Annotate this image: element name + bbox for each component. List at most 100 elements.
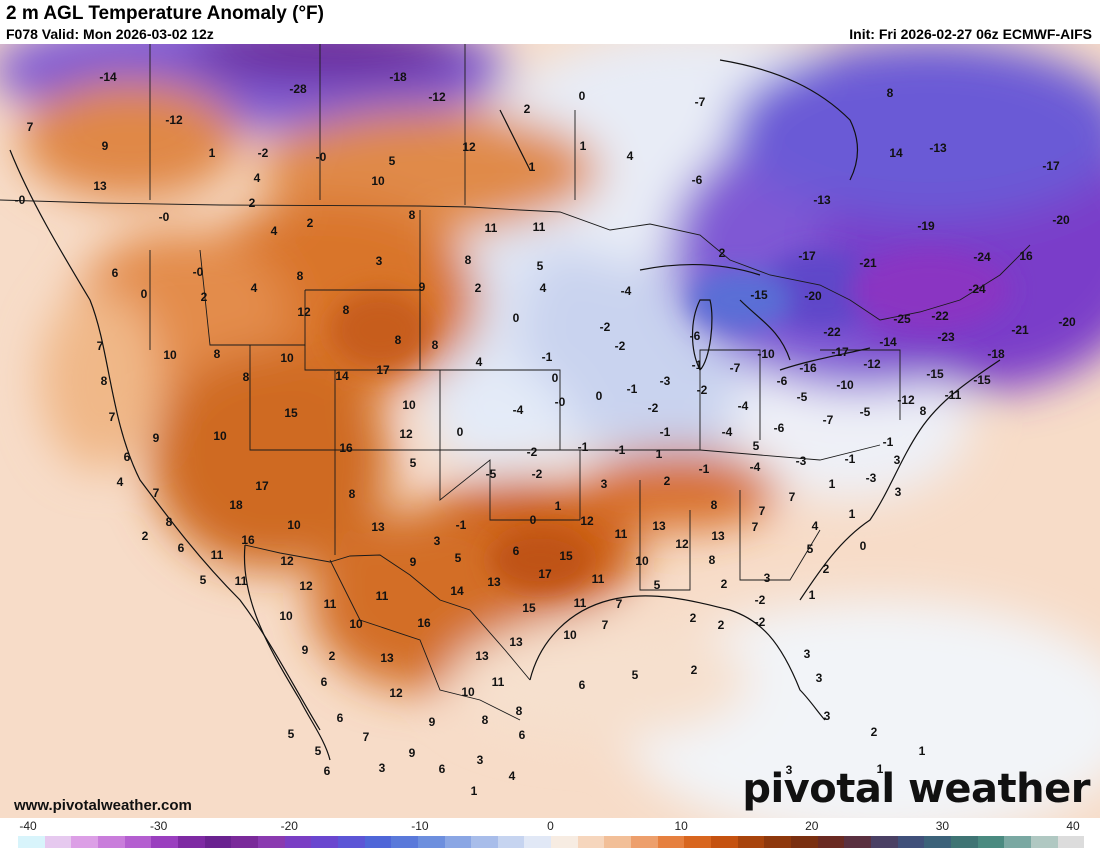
anomaly-value: 0 [457,425,464,439]
anomaly-value: 1 [919,744,926,758]
anomaly-value: -1 [627,382,638,396]
anomaly-value: 7 [752,520,759,534]
anomaly-value: 5 [455,551,462,565]
anomaly-value: -1 [845,452,856,466]
anomaly-value: 1 [849,507,856,521]
anomaly-value: 3 [894,453,901,467]
anomaly-value: 10 [635,554,649,568]
anomaly-value: 4 [812,519,819,533]
anomaly-value: 12 [580,514,594,528]
anomaly-value: 0 [552,371,559,385]
colorbar-tick-label: 10 [674,819,688,833]
anomaly-value: 2 [664,474,671,488]
anomaly-value: 8 [349,487,356,501]
colorbar-swatch [417,836,445,848]
anomaly-value: 1 [209,146,216,160]
anomaly-value: 7 [759,504,766,518]
colorbar-swatch [151,836,178,848]
anomaly-value: 8 [297,269,304,283]
colorbar-swatch [391,836,418,848]
anomaly-value: 17 [255,479,269,493]
anomaly-value: -6 [777,374,788,388]
anomaly-value: -22 [931,309,949,323]
colorbar-tick-label: -40 [19,819,37,833]
anomaly-value: -28 [289,82,307,96]
colorbar-tick-label: 0 [547,819,554,833]
anomaly-value: -14 [879,335,897,349]
valid-time: F078 Valid: Mon 2026-03-02 12z [6,26,214,42]
anomaly-value: 5 [807,542,814,556]
anomaly-value: 6 [519,728,526,742]
anomaly-value: -0 [316,150,327,164]
anomaly-value: 0 [141,287,148,301]
anomaly-value: -2 [755,615,766,629]
anomaly-value: 8 [709,553,716,567]
anomaly-value: -25 [893,312,911,326]
colorbar-swatch [257,836,285,848]
anomaly-value: 7 [602,618,609,632]
coastlines [9,59,1001,761]
website-link[interactable]: www.pivotalweather.com [14,797,192,814]
anomaly-value: 3 [764,571,771,585]
anomaly-value: 2 [721,577,728,591]
anomaly-value: 11 [574,596,587,610]
anomaly-value: 6 [324,764,331,778]
gulf-coast [529,595,826,721]
anomaly-value: 2 [329,649,336,663]
anomaly-map[interactable]: -14 -28 -18 -12 0 -7 8 7 -12 2 9 1 -2 -0 5 12 1 4 14 -13 -17… [0,44,1100,818]
anomaly-value: 6 [112,266,119,280]
colorbar-tick-label: 40 [1066,819,1080,833]
state-line-i [580,444,881,461]
anomaly-value: -0 [555,395,566,409]
anomaly-value: 14 [450,584,464,598]
state-line-b [199,249,306,346]
anomaly-value: 11 [615,527,628,541]
anomaly-value: -6 [774,421,785,435]
anomaly-value: 13 [380,651,394,665]
anomaly-value: 6 [513,544,520,558]
colorbar-ticks: -40 -30 -20 -10 0 10 20 30 40 [0,819,1100,835]
anomaly-value: -4 [621,284,632,298]
anomaly-value: 8 [920,404,927,418]
anomaly-value: 13 [371,520,385,534]
anomaly-value: -6 [692,173,703,187]
anomaly-value: -2 [532,467,543,481]
anomaly-value: -3 [866,471,877,485]
colorbar-swatch [337,836,365,848]
colorbar-swatch [177,836,205,848]
anomaly-value: 6 [178,541,185,555]
anomaly-value: 2 [142,529,149,543]
anomaly-value: 2 [871,725,878,739]
colorbar-swatch [444,836,472,848]
colorbar-swatch [1004,836,1031,848]
anomaly-value: 6 [439,762,446,776]
anomaly-value: -15 [750,288,768,302]
anomaly-value: 9 [102,139,109,153]
colorbar-swatch [791,836,818,848]
anomaly-value: 7 [153,486,160,500]
colorbar-swatch [124,836,152,848]
colorbar-swatch [924,836,951,848]
anomaly-value: 14 [335,369,349,383]
colorbar-swatch [684,836,712,848]
anomaly-value: 3 [895,485,902,499]
map-title: 2 m AGL Temperature Anomaly (°F) [6,3,324,24]
anomaly-value: 13 [475,649,489,663]
anomaly-value: -14 [99,70,117,84]
anomaly-value: 11 [592,572,605,586]
anomaly-value: 10 [280,351,294,365]
colorbar-swatch [44,836,72,848]
colorbar-tick-label: -20 [280,819,298,833]
anomaly-value: -22 [823,325,841,339]
anomaly-value: -4 [513,403,524,417]
anomaly-value: 10 [461,685,475,699]
anomaly-value: 12 [462,140,476,154]
anomaly-value: -15 [973,373,991,387]
anomaly-value: 8 [343,303,350,317]
colorbar-swatch [897,836,925,848]
anomaly-value: 2 [307,216,314,230]
anomaly-value: -18 [987,347,1005,361]
anomaly-value: -15 [926,367,944,381]
anomaly-value: 14 [889,146,903,160]
anomaly-value: -1 [660,425,671,439]
